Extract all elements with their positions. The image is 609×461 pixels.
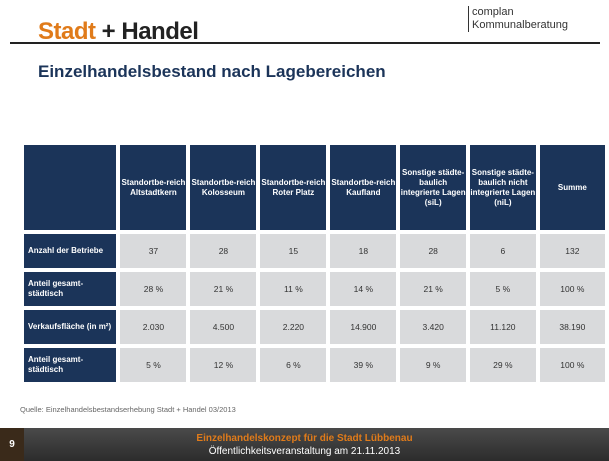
table-cell: 15 (260, 234, 327, 268)
column-header: Sonstige städte-baulich nicht integriert… (470, 145, 536, 230)
partner-line: Kommunalberatung (472, 19, 569, 31)
column-header: Standortbe-reich Altstadtkern (120, 145, 187, 230)
partner: complan Kommunalberatung (468, 6, 568, 32)
table-cell: 14 % (330, 272, 397, 306)
table-cell: 3.420 (400, 310, 467, 344)
logo-right: Handel (121, 18, 199, 45)
table-cell: 6 % (260, 348, 327, 382)
column-header: Standortbe-reich Roter Platz (260, 145, 327, 230)
row-label: Verkaufsfläche (in m²) (24, 310, 117, 344)
table-cell: 100 % (539, 272, 605, 306)
table-cell: 28 % (120, 272, 187, 306)
table-row: Anteil gesamt-städtisch 5 % 12 % 6 % 39 % 9 %… (24, 348, 605, 382)
table-cell: 100 % (539, 348, 605, 382)
table-cell: 9 % (400, 348, 467, 382)
footer-subtitle: Öffentlichkeitsveranstaltung am 21.11.20… (208, 446, 401, 457)
table-cell: 5 % (470, 272, 536, 306)
source: Quelle: Einzelhandelsbestandserhebung St… (20, 405, 236, 414)
table-cell: 2.220 (260, 310, 327, 344)
table-row: Anzahl der Betriebe 37 28 15 18 28 6 132 (24, 234, 605, 268)
table-cell: 11.120 (470, 310, 536, 344)
logo-left: Stadt (38, 18, 96, 45)
table-cell: 5 % (120, 348, 187, 382)
table-cell: 6 (470, 234, 536, 268)
table-cell: 11 % (260, 272, 327, 306)
logo: Stadt + Handel (38, 18, 199, 46)
table-cell: 29 % (470, 348, 536, 382)
table-cell: 132 (539, 234, 605, 268)
table-cell: 39 % (330, 348, 397, 382)
table-cell: 4.500 (190, 310, 257, 344)
table-cell: 2.030 (120, 310, 187, 344)
footer (0, 428, 609, 461)
table-cell: 28 (190, 234, 257, 268)
table-cell: 38.190 (539, 310, 605, 344)
row-label: Anzahl der Betriebe (24, 234, 117, 268)
footer-title: Einzelhandelskonzept für die Stadt Lübbe… (196, 433, 413, 444)
slide-title: Einzelhandelsbestand nach Lagebereichen (38, 62, 386, 81)
row-label: Anteil gesamt-städtisch (24, 348, 117, 382)
table-cell: 14.900 (330, 310, 397, 344)
table-cell: 37 (120, 234, 187, 268)
column-header: Standortbe-reich Kolosseum (190, 145, 257, 230)
partner-line: complan (472, 6, 514, 18)
column-header: Summe (539, 145, 605, 230)
table: Standortbe-reich Altstadtkern Standortbe-… (20, 141, 609, 386)
table-cell: 21 % (400, 272, 467, 306)
table-cell: 21 % (190, 272, 257, 306)
table-cell: 12 % (190, 348, 257, 382)
table-row: Anteil gesamt-städtisch 28 % 21 % 11 % 14 % 2… (24, 272, 605, 306)
column-header: Standortbe-reich Kaufland (330, 145, 397, 230)
header-line (10, 42, 600, 44)
table-cell: 28 (400, 234, 467, 268)
table-cell: 18 (330, 234, 397, 268)
header-row: Standortbe-reich Altstadtkern Standortbe-… (24, 145, 605, 230)
column-header: Sonstige städte-baulich integrierte Lage… (400, 145, 467, 230)
corner-cell (24, 145, 117, 230)
table-row: Verkaufsfläche (in m²) 2.030 4.500 2.220 14.… (24, 310, 605, 344)
page-number: 9 (0, 428, 24, 461)
row-label: Anteil gesamt-städtisch (24, 272, 117, 306)
logo-plus: + (101, 18, 116, 45)
